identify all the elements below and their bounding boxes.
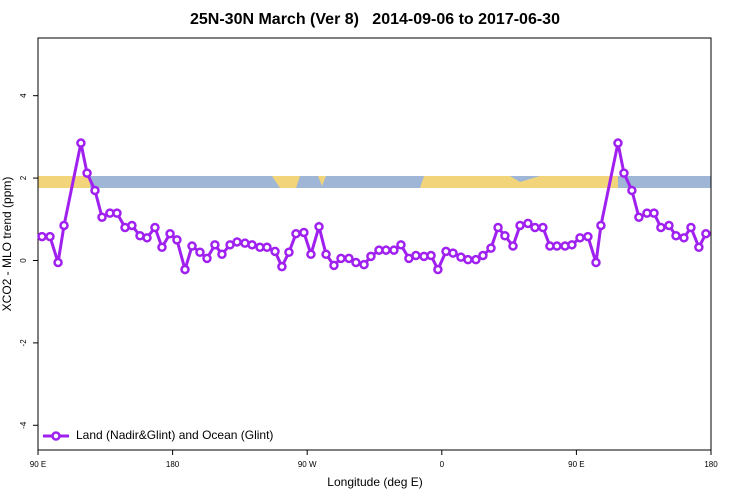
- data-point: [671, 231, 681, 241]
- land-strip: [318, 176, 326, 186]
- data-point: [351, 257, 361, 268]
- x-tick-label: 90 E: [30, 460, 46, 469]
- data-point: [500, 231, 510, 241]
- data-point: [329, 260, 339, 271]
- data-point: [59, 220, 69, 231]
- data-point: [142, 233, 152, 243]
- data-line: [42, 142, 708, 276]
- data-point: [471, 254, 481, 265]
- land-strip: [420, 176, 618, 188]
- data-point: [187, 241, 197, 251]
- data-point: [515, 220, 525, 231]
- data-point: [344, 253, 354, 264]
- data-point: [165, 228, 175, 239]
- data-point: [37, 231, 47, 242]
- data-point: [180, 264, 190, 275]
- legend-marker: [51, 431, 61, 441]
- data-point: [538, 222, 548, 233]
- data-point: [277, 261, 287, 272]
- data-point: [45, 231, 55, 242]
- y-axis-label: XCO2 - MLO trend (ppm): [0, 177, 14, 312]
- x-tick-label: 180: [704, 460, 718, 469]
- land-strip: [38, 176, 90, 188]
- x-tick-label: 180: [166, 460, 180, 469]
- data-point: [463, 254, 473, 265]
- data-point: [508, 241, 518, 251]
- data-point: [90, 185, 100, 196]
- data-point: [613, 138, 623, 148]
- data-point: [634, 212, 644, 222]
- data-point: [530, 222, 540, 233]
- data-point: [291, 228, 301, 239]
- data-point: [336, 253, 346, 264]
- data-point: [396, 240, 406, 250]
- data-point: [552, 241, 562, 251]
- land-ocean-strip: [38, 176, 711, 188]
- data-point: [575, 233, 585, 243]
- data-point: [247, 240, 257, 250]
- data-point: [389, 245, 399, 255]
- x-axis-label: Longitude (deg E): [327, 475, 422, 489]
- x-tick-label: 90 W: [298, 460, 317, 469]
- data-point: [314, 221, 324, 232]
- data-point: [97, 212, 107, 222]
- data-point: [127, 220, 137, 231]
- data-point: [366, 251, 376, 262]
- data-point: [493, 222, 503, 233]
- data-point: [649, 208, 659, 218]
- data-point: [486, 243, 496, 253]
- data-point: [426, 250, 436, 261]
- x-tick-label: 0: [440, 460, 445, 469]
- y-tick-label: 4: [19, 93, 28, 98]
- data-point: [299, 227, 309, 238]
- data-point: [262, 242, 272, 253]
- data-point: [701, 228, 711, 239]
- data-point: [433, 264, 443, 275]
- data-point: [381, 245, 391, 255]
- data-point: [202, 253, 212, 264]
- data-point: [664, 220, 674, 231]
- chart-title: 25N-30N March (Ver 8) 2014-09-06 to 2017…: [190, 11, 560, 28]
- data-point: [195, 247, 205, 257]
- data-point: [270, 246, 280, 257]
- data-point: [217, 249, 227, 260]
- data-point: [53, 257, 63, 268]
- data-point: [172, 235, 182, 245]
- data-point: [284, 247, 294, 257]
- data-point: [523, 218, 533, 229]
- data-point: [150, 222, 160, 233]
- data-point: [583, 231, 593, 242]
- y-tick-label: -4: [19, 421, 28, 429]
- data-point: [76, 138, 86, 148]
- x-tick-label: 90 E: [568, 460, 584, 469]
- data-point: [82, 168, 92, 178]
- data-point: [210, 240, 220, 250]
- data-point: [694, 242, 704, 253]
- data-point: [567, 240, 577, 250]
- data-point: [591, 257, 601, 268]
- data-point: [656, 222, 666, 233]
- data-point: [627, 185, 637, 196]
- y-tick-label: 2: [19, 175, 28, 180]
- data-point: [478, 250, 488, 261]
- y-tick-label: 0: [19, 258, 28, 263]
- data-point: [321, 249, 331, 260]
- y-tick-label: -2: [19, 339, 28, 347]
- data-point: [306, 249, 316, 260]
- data-point: [157, 242, 167, 253]
- data-point: [686, 222, 696, 233]
- legend-label: Land (Nadir&Glint) and Ocean (Glint): [76, 428, 273, 442]
- plot-frame: [37, 37, 712, 451]
- data-point: [232, 237, 242, 247]
- land-strip: [272, 176, 300, 188]
- data-point: [679, 233, 689, 243]
- data-point: [596, 220, 606, 231]
- data-point: [448, 248, 458, 258]
- data-point: [359, 259, 369, 270]
- data-point: [411, 250, 421, 261]
- data-point: [112, 208, 122, 218]
- data-point: [619, 168, 629, 178]
